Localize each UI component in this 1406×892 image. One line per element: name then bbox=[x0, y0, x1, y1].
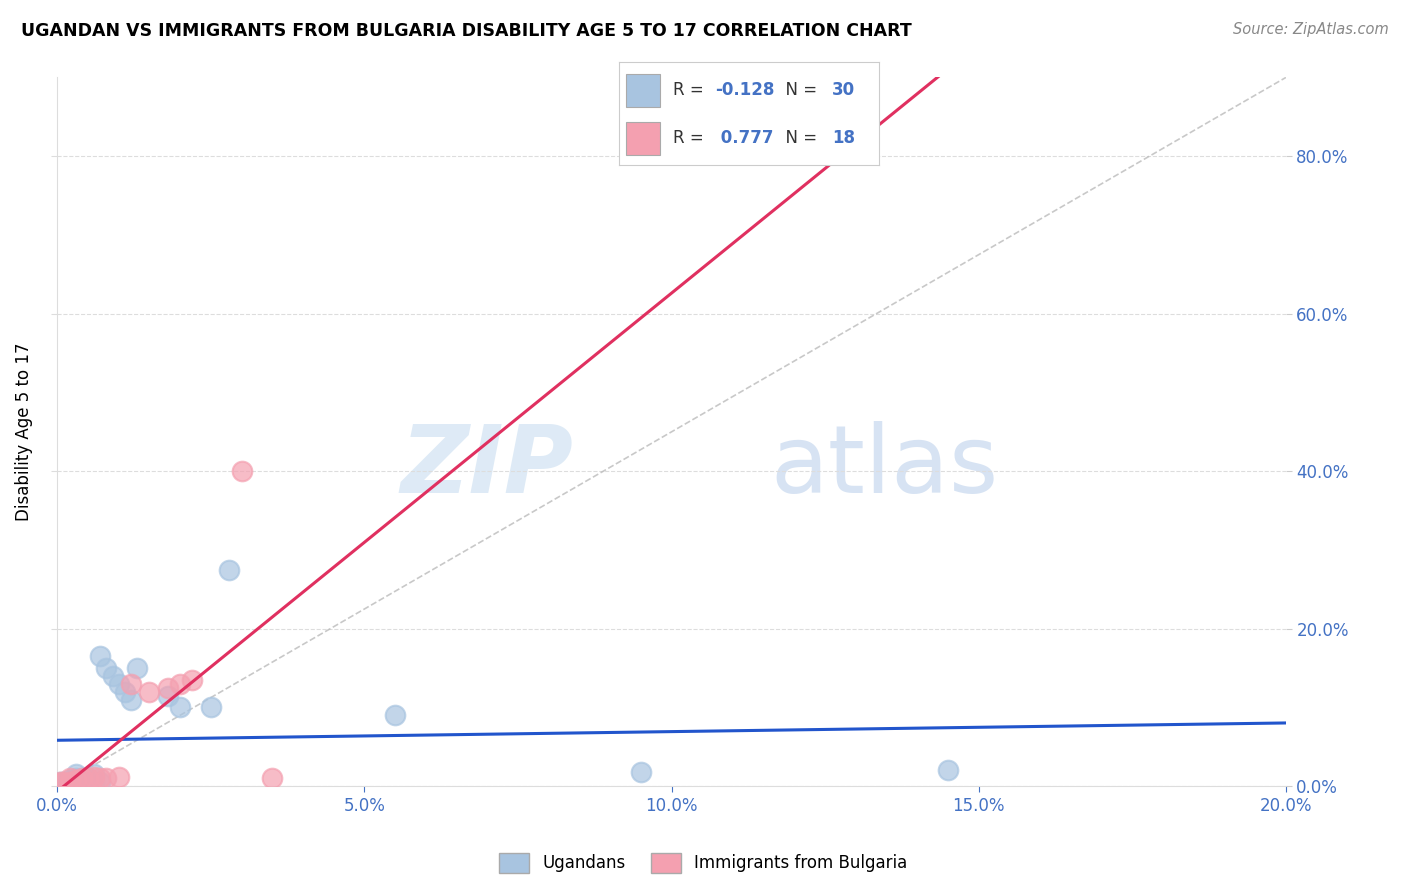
Point bbox=[89, 771, 111, 785]
Point bbox=[62, 772, 84, 787]
Point bbox=[96, 771, 118, 785]
Point bbox=[231, 464, 253, 478]
Point bbox=[107, 770, 129, 784]
Y-axis label: Disability Age 5 to 17: Disability Age 5 to 17 bbox=[15, 343, 32, 521]
Text: 0.777: 0.777 bbox=[714, 129, 773, 147]
Point bbox=[200, 700, 222, 714]
Point bbox=[52, 775, 75, 789]
Point bbox=[384, 708, 406, 723]
Point bbox=[77, 771, 100, 785]
Text: R =: R = bbox=[673, 81, 709, 99]
Point bbox=[127, 661, 149, 675]
Text: 18: 18 bbox=[832, 129, 855, 147]
Point bbox=[70, 771, 93, 785]
Point bbox=[70, 775, 93, 789]
Point bbox=[96, 661, 118, 675]
Point bbox=[120, 692, 142, 706]
Point bbox=[49, 775, 72, 789]
Point bbox=[58, 775, 80, 789]
Point bbox=[65, 775, 87, 789]
FancyBboxPatch shape bbox=[627, 74, 661, 106]
Point bbox=[120, 677, 142, 691]
Text: UGANDAN VS IMMIGRANTS FROM BULGARIA DISABILITY AGE 5 TO 17 CORRELATION CHART: UGANDAN VS IMMIGRANTS FROM BULGARIA DISA… bbox=[21, 22, 912, 40]
Point bbox=[156, 681, 179, 695]
Text: 30: 30 bbox=[832, 81, 855, 99]
Point bbox=[169, 700, 191, 714]
Point bbox=[89, 649, 111, 664]
Point bbox=[218, 563, 240, 577]
Point bbox=[89, 775, 111, 789]
Point bbox=[169, 677, 191, 691]
Point bbox=[77, 771, 100, 785]
Point bbox=[114, 684, 136, 698]
Point bbox=[138, 684, 160, 698]
Point bbox=[58, 775, 80, 789]
Point bbox=[58, 772, 80, 787]
Point bbox=[630, 764, 652, 779]
Text: ZIP: ZIP bbox=[401, 421, 574, 513]
Point bbox=[65, 767, 87, 781]
Point bbox=[83, 775, 105, 789]
Point bbox=[83, 767, 105, 781]
Point bbox=[101, 669, 124, 683]
Point bbox=[156, 689, 179, 703]
Point bbox=[936, 764, 959, 778]
Point bbox=[262, 771, 284, 785]
Text: N =: N = bbox=[775, 129, 823, 147]
Text: Source: ZipAtlas.com: Source: ZipAtlas.com bbox=[1233, 22, 1389, 37]
FancyBboxPatch shape bbox=[627, 122, 661, 155]
Point bbox=[58, 771, 80, 785]
Point bbox=[49, 775, 72, 789]
Point bbox=[52, 775, 75, 789]
Text: atlas: atlas bbox=[770, 421, 998, 513]
Point bbox=[65, 771, 87, 785]
Point bbox=[83, 770, 105, 784]
Point bbox=[107, 677, 129, 691]
Legend: Ugandans, Immigrants from Bulgaria: Ugandans, Immigrants from Bulgaria bbox=[492, 847, 914, 880]
Point bbox=[55, 775, 77, 789]
Text: R =: R = bbox=[673, 129, 709, 147]
Point bbox=[65, 772, 87, 787]
Point bbox=[70, 771, 93, 785]
Point bbox=[181, 673, 204, 687]
Point bbox=[77, 775, 100, 789]
Text: N =: N = bbox=[775, 81, 823, 99]
Text: -0.128: -0.128 bbox=[714, 81, 775, 99]
